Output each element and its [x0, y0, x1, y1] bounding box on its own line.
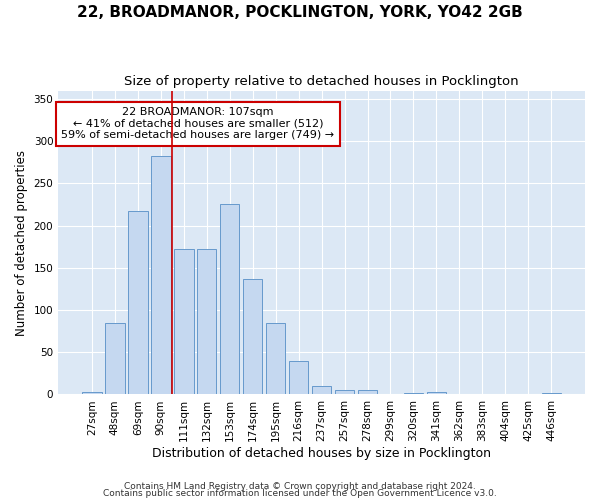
- Bar: [266, 322, 286, 394]
- Bar: [197, 250, 217, 394]
- Bar: [312, 386, 331, 394]
- Bar: [82, 392, 101, 394]
- Text: 22, BROADMANOR, POCKLINGTON, YORK, YO42 2GB: 22, BROADMANOR, POCKLINGTON, YORK, YO42 …: [77, 5, 523, 20]
- Bar: [128, 212, 148, 394]
- Bar: [542, 393, 561, 394]
- X-axis label: Distribution of detached houses by size in Pocklington: Distribution of detached houses by size …: [152, 447, 491, 460]
- Bar: [358, 390, 377, 394]
- Text: Contains public sector information licensed under the Open Government Licence v3: Contains public sector information licen…: [103, 489, 497, 498]
- Text: Contains HM Land Registry data © Crown copyright and database right 2024.: Contains HM Land Registry data © Crown c…: [124, 482, 476, 491]
- Bar: [427, 392, 446, 394]
- Bar: [174, 250, 194, 394]
- Text: 22 BROADMANOR: 107sqm
← 41% of detached houses are smaller (512)
59% of semi-det: 22 BROADMANOR: 107sqm ← 41% of detached …: [61, 108, 334, 140]
- Bar: [151, 156, 170, 394]
- Bar: [404, 393, 423, 394]
- Bar: [335, 390, 355, 394]
- Bar: [289, 360, 308, 394]
- Title: Size of property relative to detached houses in Pocklington: Size of property relative to detached ho…: [124, 75, 519, 88]
- Bar: [243, 279, 262, 394]
- Bar: [220, 204, 239, 394]
- Y-axis label: Number of detached properties: Number of detached properties: [15, 150, 28, 336]
- Bar: [105, 322, 125, 394]
